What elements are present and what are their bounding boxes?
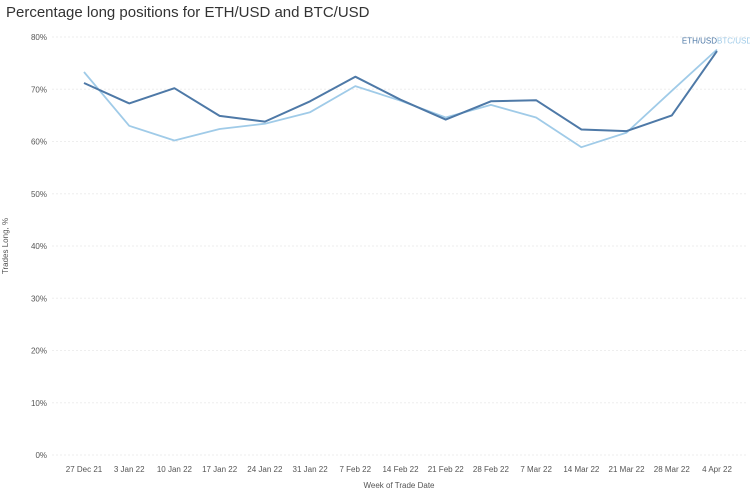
y-axis-title: Trades Long, % bbox=[1, 218, 10, 274]
y-tick-label: 50% bbox=[31, 190, 47, 199]
series-line-eth-usd bbox=[83, 50, 718, 133]
x-tick-label: 27 Dec 21 bbox=[66, 465, 103, 474]
y-tick-label: 70% bbox=[31, 85, 47, 94]
series-label-eth: ETH/USD bbox=[682, 37, 717, 46]
x-tick-label: 31 Jan 22 bbox=[293, 465, 329, 474]
x-axis-title: Week of Trade Date bbox=[364, 481, 436, 490]
y-axis-ticks: 0% 10% 20% 30% 40% 50% 60% 70% 80% bbox=[31, 33, 47, 460]
y-tick-label: 20% bbox=[31, 347, 47, 356]
x-tick-label: 14 Mar 22 bbox=[563, 465, 600, 474]
x-tick-label: 4 Apr 22 bbox=[702, 465, 732, 474]
x-tick-label: 3 Jan 22 bbox=[114, 465, 145, 474]
x-tick-label: 10 Jan 22 bbox=[157, 465, 193, 474]
x-tick-label: 14 Feb 22 bbox=[382, 465, 419, 474]
y-tick-label: 80% bbox=[31, 33, 47, 42]
chart-title: Percentage long positions for ETH/USD an… bbox=[6, 4, 370, 21]
series-lines: ETH/USD BTC/USD bbox=[83, 37, 750, 149]
y-tick-label: 60% bbox=[31, 138, 47, 147]
y-tick-label: 10% bbox=[31, 399, 47, 408]
series-line-btc-usd bbox=[83, 48, 718, 149]
x-tick-label: 21 Mar 22 bbox=[609, 465, 646, 474]
x-tick-label: 17 Jan 22 bbox=[202, 465, 238, 474]
x-tick-label: 28 Feb 22 bbox=[473, 465, 510, 474]
series-label-btc: BTC/USD bbox=[717, 37, 750, 46]
y-tick-label: 0% bbox=[35, 451, 47, 460]
y-tick-label: 30% bbox=[31, 294, 47, 303]
y-tick-label: 40% bbox=[31, 242, 47, 251]
x-tick-label: 7 Mar 22 bbox=[520, 465, 552, 474]
x-tick-label: 28 Mar 22 bbox=[654, 465, 691, 474]
x-tick-label: 7 Feb 22 bbox=[339, 465, 371, 474]
x-tick-label: 24 Jan 22 bbox=[247, 465, 283, 474]
x-axis-ticks: 27 Dec 21 3 Jan 22 10 Jan 22 17 Jan 22 24 Ja… bbox=[66, 465, 733, 474]
x-tick-label: 21 Feb 22 bbox=[428, 465, 465, 474]
